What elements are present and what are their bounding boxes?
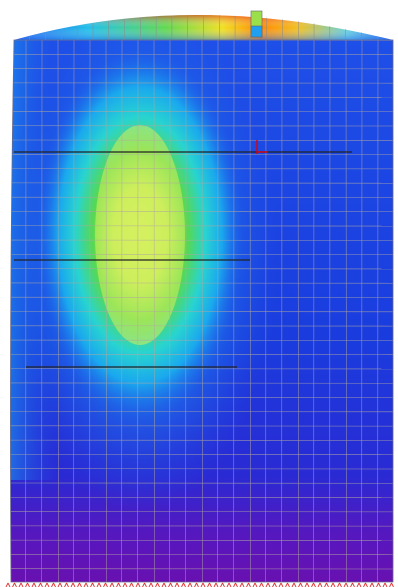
support-symbol [83, 582, 89, 587]
support-symbol [174, 582, 180, 587]
support-symbol [129, 582, 134, 587]
fe-mesh [10, 40, 395, 583]
support-symbol [142, 582, 147, 587]
support-symbol [259, 582, 264, 587]
support-symbol [246, 582, 251, 587]
support-symbol [122, 582, 128, 587]
support-symbol [265, 582, 271, 587]
support-symbol [38, 582, 43, 587]
support-symbol [96, 582, 102, 587]
support-symbol [233, 582, 238, 587]
support-symbol [5, 582, 11, 587]
support-symbol [18, 582, 24, 587]
support-symbol [90, 582, 95, 587]
support-symbol [148, 582, 154, 587]
support-symbol [77, 582, 82, 587]
support-symbol [226, 582, 232, 587]
support-symbol [213, 582, 219, 587]
support-symbol [194, 582, 199, 587]
support-symbol [272, 582, 277, 587]
support-symbol [70, 582, 76, 587]
support-symbol [356, 582, 362, 587]
support-symbol [298, 582, 303, 587]
support-symbol [116, 582, 121, 587]
support-symbol [252, 582, 258, 587]
support-symbol [181, 582, 186, 587]
dome-mesh [29, 15, 378, 40]
support-symbol [31, 582, 37, 587]
support-symbol [317, 582, 323, 587]
support-symbol [337, 582, 342, 587]
support-symbol [135, 582, 141, 587]
support-symbol [155, 582, 160, 587]
support-symbol [187, 582, 193, 587]
support-symbol [311, 582, 316, 587]
support-symbol [324, 582, 329, 587]
support-symbol [109, 582, 115, 587]
support-symbol [389, 582, 394, 587]
support-symbol [207, 582, 212, 587]
support-symbol [363, 582, 368, 587]
support-symbol [103, 582, 108, 587]
support-symbol [291, 582, 297, 587]
support-symbol [369, 582, 375, 587]
support-symbol [161, 582, 167, 587]
support-symbol [343, 582, 349, 587]
support-symbol [12, 582, 17, 587]
support-symbol [168, 582, 173, 587]
support-symbol [285, 582, 290, 587]
support-symbol [200, 582, 206, 587]
support-symbol [51, 582, 56, 587]
mesh-line-vertical [394, 40, 395, 583]
support-symbol [44, 582, 50, 587]
node-marker [256, 140, 268, 154]
support-symbol [330, 582, 336, 587]
support-symbol [304, 582, 310, 587]
support-symbol [57, 582, 63, 587]
boundary-supports [5, 582, 394, 587]
support-symbol [350, 582, 355, 587]
support-symbol [220, 582, 225, 587]
support-symbol [64, 582, 69, 587]
support-symbol [278, 582, 284, 587]
support-symbol [239, 582, 245, 587]
support-symbol [376, 582, 381, 587]
support-symbol [25, 582, 30, 587]
support-symbol [382, 582, 388, 587]
